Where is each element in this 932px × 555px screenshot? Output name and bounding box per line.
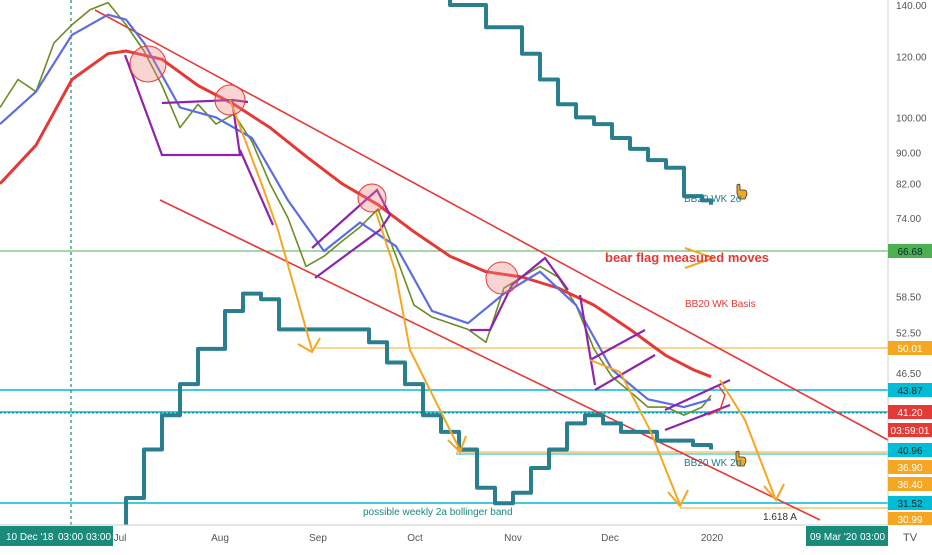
x-tick-6: 2020 (701, 533, 724, 544)
price-tags: 66.68 50.01 43.87 41.20 40.96 36.90 36.40 31.52… (888, 244, 932, 526)
end-time-label: 03:00 (860, 532, 885, 543)
end-date-tag: 09 Mar '20 03:00 (806, 526, 888, 546)
hand-cursor-icon-upper (736, 183, 748, 200)
bb20-basis-label: BB20 WK Basis (685, 299, 756, 310)
tv-logo[interactable]: TV (888, 526, 932, 550)
descending-channel (94, 9, 889, 521)
flag-1 (123, 54, 242, 157)
highlight-circles (129, 45, 519, 295)
y-tick-labels: 140.00 120.00 100.00 90.00 82.00 74.00 58.50 52… (896, 1, 927, 380)
ma-series (0, 13, 712, 409)
y-tick-5: 74.00 (896, 214, 921, 225)
x-tick-4: Nov (504, 533, 522, 544)
time-axis[interactable]: Jul Aug Sep Oct Nov Dec 2020 10 Dec '18 03:00 … (0, 524, 932, 550)
y-tick-1: 120.00 (896, 52, 927, 63)
flag-4-top (589, 329, 646, 361)
price-tag-6: 36.40 (897, 480, 922, 491)
channel-upper (94, 9, 889, 441)
y-tick-0: 140.00 (896, 1, 927, 12)
current-price-tag: 03:59:01 (888, 423, 932, 437)
circle-1 (129, 45, 167, 83)
price-tag-8: 30.99 (897, 515, 922, 526)
y-tick-4: 82.00 (896, 180, 921, 191)
countdown-label: 03:59:01 (891, 426, 930, 437)
price-axis-bg (888, 0, 932, 525)
y-tick-3: 90.00 (896, 149, 921, 160)
x-tick-3: Oct (407, 533, 423, 544)
x-tick-5: Dec (601, 533, 619, 544)
circle-2 (214, 84, 246, 116)
start-time-label: 03:00 (58, 532, 83, 543)
bear-flags (123, 54, 731, 432)
y-tick-7: 52.50 (896, 329, 921, 340)
hand-cursor-icon-lower (735, 450, 747, 467)
price-axis[interactable]: 140.00 120.00 100.00 90.00 82.00 74.00 58.50 52… (887, 0, 932, 526)
circle-4 (485, 261, 519, 295)
price-tag-7: 31.52 (897, 499, 922, 510)
weekly-band-label: possible weekly 2a bollinger band (363, 507, 513, 518)
bb-wk-upper-label: BB20 WK 2σ (684, 194, 743, 205)
price-tag-1: 50.01 (897, 344, 922, 355)
move-3 (589, 359, 681, 506)
price-tag-bg-6 (888, 477, 932, 491)
circle-3 (357, 183, 387, 213)
price-tag-bg-1 (888, 341, 932, 355)
price-tag-2: 43.87 (897, 386, 922, 397)
move-3-head (667, 489, 689, 508)
start-date-label: 10 Dec '18 (6, 532, 54, 543)
x-tick-labels: Jul Aug Sep Oct Nov Dec 2020 (114, 533, 724, 544)
move-2-head (447, 435, 467, 454)
move-2 (375, 211, 461, 451)
x-tick-1: Aug (211, 533, 229, 544)
time-axis-bg (0, 525, 932, 550)
channel-lower (159, 199, 821, 521)
price-tag-bg-4 (888, 443, 932, 457)
flag-2 (311, 188, 392, 279)
legend-arrow (684, 247, 716, 269)
price-tag-bg-2 (888, 383, 932, 397)
move-1 (229, 99, 313, 351)
tv-logo-icon: TV (903, 532, 918, 544)
x-tick-0: Jul (114, 533, 127, 544)
price-tag-bg-5 (888, 460, 932, 474)
flag-1-pole (238, 149, 275, 226)
move-4-head (763, 483, 785, 502)
bb-wk-lower-label: BB20 WK 2σ (684, 458, 743, 469)
price-tag-bg-7 (888, 496, 932, 510)
fib-label: 1.618 A (763, 512, 797, 523)
y-tick-2: 100.00 (896, 113, 927, 124)
flag-5-bottom (664, 403, 731, 432)
price-tag-bg-8 (888, 512, 932, 526)
bb-upper-series (448, 0, 713, 205)
y-tick-8: 46.50 (896, 369, 921, 380)
flag-3 (470, 256, 569, 332)
end-date-label: 09 Mar '20 (810, 532, 857, 543)
price-tag-4: 40.96 (897, 446, 922, 457)
price-tag-0: 66.68 (897, 247, 922, 258)
x-tick-2: Sep (309, 533, 327, 544)
price-tag-bg-0 (888, 244, 932, 258)
move-1-head (297, 337, 321, 354)
measured-moves (229, 99, 785, 508)
flag-5-top (664, 379, 731, 411)
price-tag-bg-3 (888, 405, 932, 419)
flag-4-bottom (594, 354, 656, 391)
y-tick-6: 58.50 (896, 292, 921, 303)
price-tag-3: 41.20 (897, 408, 922, 419)
start-date-tag: 10 Dec '18 03:00 03:00 (0, 526, 113, 546)
bear-flag-label: bear flag measured moves (605, 250, 769, 265)
flag-4-pole (578, 294, 597, 386)
red-arrow (707, 384, 726, 416)
ema-series (0, 49, 712, 379)
series-layer (0, 0, 713, 533)
price-tag-5: 36.90 (897, 463, 922, 474)
crosshair-time-label: 03:00 (86, 532, 111, 543)
move-4 (719, 379, 776, 499)
bb-lower-series (108, 291, 713, 533)
